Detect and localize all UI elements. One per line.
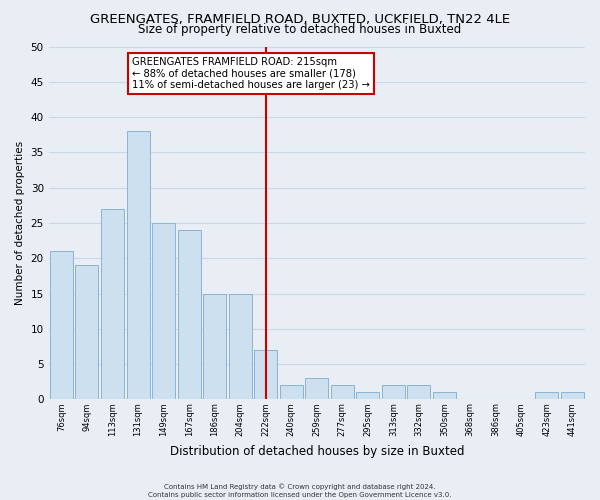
Bar bbox=[433, 392, 456, 400]
Bar bbox=[203, 294, 226, 400]
Bar bbox=[178, 230, 200, 400]
Bar bbox=[561, 392, 584, 400]
Bar bbox=[76, 266, 98, 400]
Bar bbox=[305, 378, 328, 400]
Text: GREENGATES, FRAMFIELD ROAD, BUXTED, UCKFIELD, TN22 4LE: GREENGATES, FRAMFIELD ROAD, BUXTED, UCKF… bbox=[90, 12, 510, 26]
Text: Size of property relative to detached houses in Buxted: Size of property relative to detached ho… bbox=[139, 22, 461, 36]
Bar bbox=[280, 386, 303, 400]
X-axis label: Distribution of detached houses by size in Buxted: Distribution of detached houses by size … bbox=[170, 444, 464, 458]
Bar bbox=[50, 251, 73, 400]
Bar bbox=[254, 350, 277, 400]
Bar bbox=[101, 209, 124, 400]
Bar bbox=[229, 294, 252, 400]
Bar bbox=[331, 386, 354, 400]
Text: Contains HM Land Registry data © Crown copyright and database right 2024.
Contai: Contains HM Land Registry data © Crown c… bbox=[148, 484, 452, 498]
Bar bbox=[356, 392, 379, 400]
Bar bbox=[535, 392, 558, 400]
Y-axis label: Number of detached properties: Number of detached properties bbox=[15, 141, 25, 305]
Bar bbox=[382, 386, 405, 400]
Text: GREENGATES FRAMFIELD ROAD: 215sqm
← 88% of detached houses are smaller (178)
11%: GREENGATES FRAMFIELD ROAD: 215sqm ← 88% … bbox=[132, 57, 370, 90]
Bar bbox=[127, 131, 149, 400]
Bar bbox=[152, 223, 175, 400]
Bar bbox=[407, 386, 430, 400]
